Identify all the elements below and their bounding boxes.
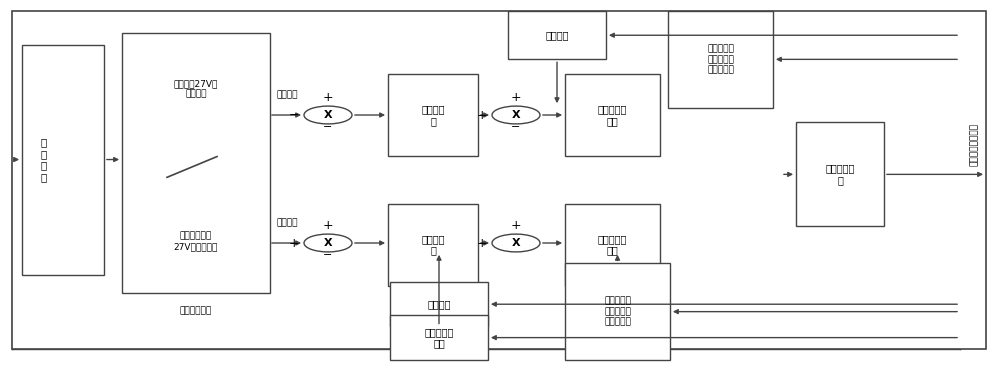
Text: +: + [477, 108, 487, 122]
Text: 输出电流（电压）: 输出电流（电压） [970, 123, 978, 166]
Text: X: X [324, 110, 332, 120]
Bar [668, 11, 773, 108]
Text: 电压控制
器: 电压控制 器 [421, 234, 445, 256]
Text: 峰值电流控
制器: 峰值电流控 制器 [598, 234, 627, 256]
Bar [796, 122, 884, 226]
Text: 电压反馈: 电压反馈 [427, 299, 451, 309]
Bar [565, 263, 670, 360]
Circle shape [492, 106, 540, 124]
Text: 电压大于等于
27V，恒压充电: 电压大于等于 27V，恒压充电 [174, 232, 218, 251]
Text: 蓄电池电压
反馈: 蓄电池电压 反馈 [424, 327, 454, 348]
Text: 变压器电流
反馈变阻尼
输出（正）: 变压器电流 反馈变阻尼 输出（正） [707, 45, 734, 74]
Text: 变压器电流
反馈变阻尼
输出（负）: 变压器电流 反馈变阻尼 输出（负） [604, 297, 631, 326]
Bar [565, 204, 660, 286]
Text: X: X [512, 110, 520, 120]
Bar [22, 45, 104, 275]
Bar [508, 11, 606, 59]
Text: +: + [289, 236, 299, 250]
Text: X: X [324, 238, 332, 248]
Text: −: − [511, 122, 521, 132]
Text: −: − [289, 108, 299, 122]
Text: 电流反馈: 电流反馈 [545, 30, 569, 40]
Bar [390, 315, 488, 360]
Text: 移相全桥控
制: 移相全桥控 制 [825, 164, 855, 185]
Text: 充电模式选择: 充电模式选择 [180, 306, 212, 315]
Text: 电压小于27V，
恒流充电: 电压小于27V， 恒流充电 [174, 79, 218, 99]
Circle shape [492, 234, 540, 252]
Text: 电流控制
器: 电流控制 器 [421, 104, 445, 126]
Text: +: + [323, 219, 333, 233]
Bar [565, 74, 660, 156]
Bar [390, 282, 488, 326]
Text: +: + [511, 91, 521, 105]
Text: 滞
环
电
压: 滞 环 电 压 [41, 137, 47, 182]
Bar [388, 74, 478, 156]
Text: +: + [323, 91, 333, 105]
Text: +: + [477, 236, 487, 250]
Text: −: − [323, 250, 333, 260]
Text: 恒流充电: 恒流充电 [276, 90, 298, 99]
Text: 恒压充电: 恒压充电 [276, 218, 298, 227]
Circle shape [304, 234, 352, 252]
Bar [122, 33, 270, 293]
Circle shape [304, 106, 352, 124]
Text: +: + [511, 219, 521, 233]
Text: −: − [323, 122, 333, 132]
Bar [388, 204, 478, 286]
Text: 峰值电流控
制器: 峰值电流控 制器 [598, 104, 627, 126]
Text: X: X [512, 238, 520, 248]
